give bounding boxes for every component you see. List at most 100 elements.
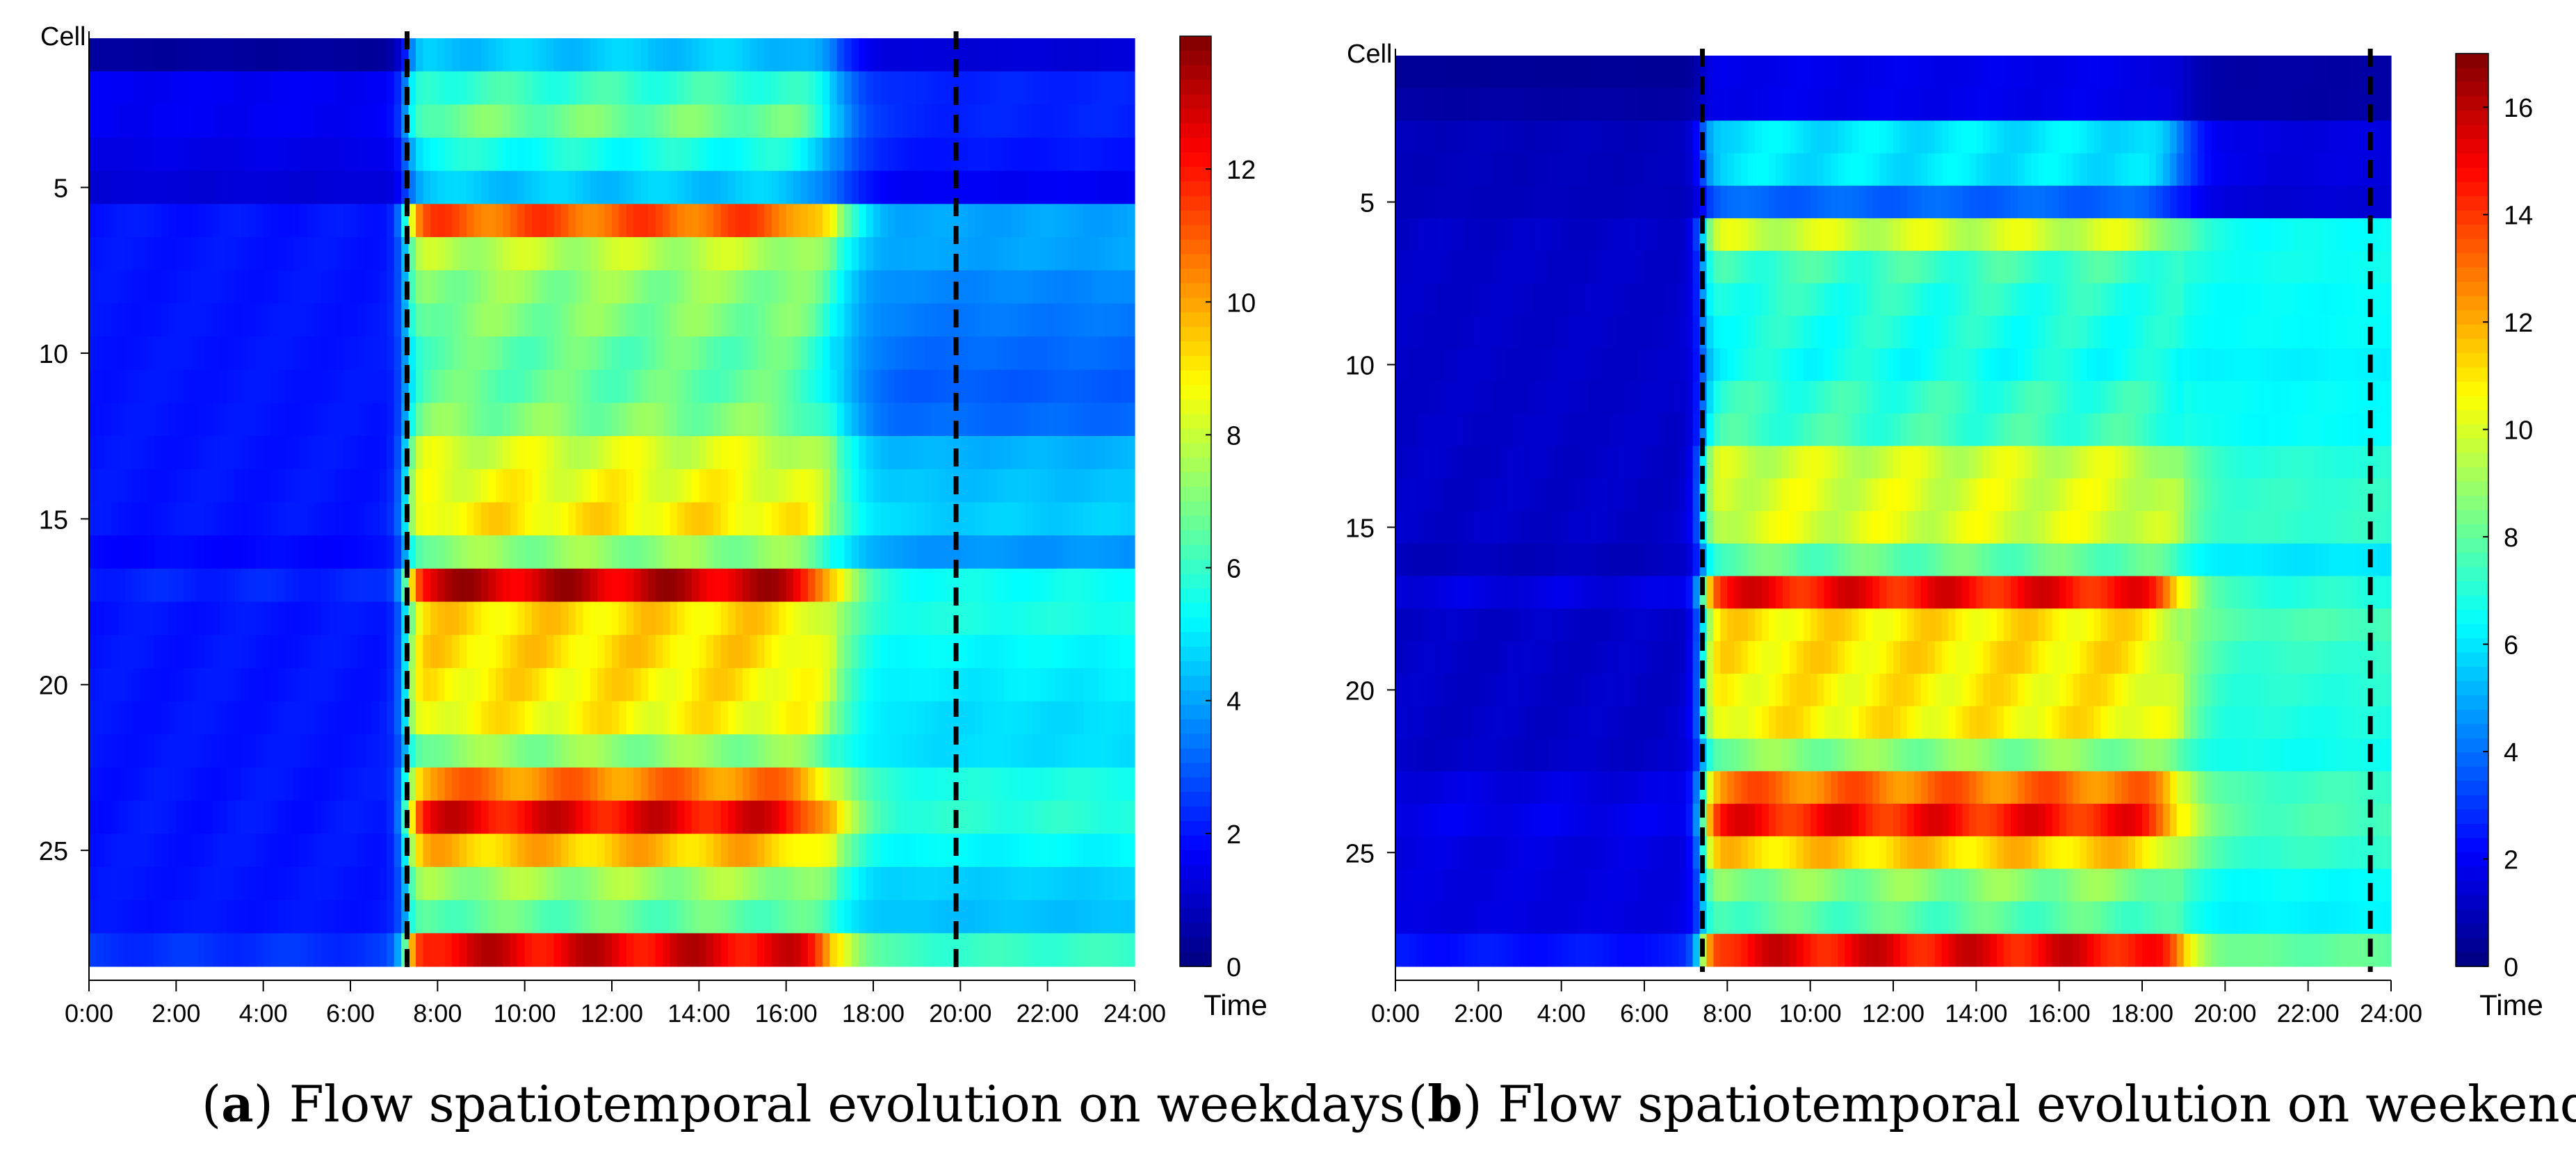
heatmap-cell [1789, 120, 1797, 154]
heatmap-cell [575, 568, 583, 603]
heatmap-cell [793, 635, 802, 669]
heatmap-cell [619, 303, 627, 337]
heatmap-cell [89, 436, 97, 470]
heatmap-cell [568, 767, 576, 802]
heatmap-cell [640, 535, 649, 569]
heatmap-cell [176, 635, 184, 669]
heatmap-cell [706, 866, 714, 901]
heatmap-cell [583, 734, 591, 768]
heatmap-cell [2135, 56, 2143, 89]
heatmap-cell [503, 568, 511, 603]
heatmap-cell [481, 866, 489, 901]
heatmap-cell [560, 170, 569, 204]
heatmap-cell [604, 800, 613, 834]
heatmap-cell [1630, 56, 1638, 89]
heatmap-cell [640, 601, 649, 635]
heatmap-cell [248, 469, 257, 503]
heatmap-cell [953, 734, 961, 768]
heatmap-cell [1076, 667, 1085, 702]
heatmap-cell [467, 800, 475, 834]
heatmap-cell [140, 138, 148, 172]
heatmap-cell [539, 436, 547, 470]
heatmap-cell [583, 38, 591, 72]
heatmap-cell [430, 336, 438, 371]
heatmap-cell [444, 170, 453, 204]
colorbar-segment [1180, 472, 1211, 487]
heatmap-cell [1026, 900, 1034, 934]
heatmap-cell [1040, 601, 1048, 635]
heatmap-cell [866, 800, 874, 834]
heatmap-cell [648, 469, 656, 503]
heatmap-cell [212, 237, 220, 271]
heatmap-cell [1796, 88, 1804, 122]
heatmap-cell [836, 800, 845, 834]
heatmap-cell [1533, 120, 1541, 154]
heatmap-cell [197, 336, 206, 371]
heatmap-cell [743, 303, 751, 337]
heatmap-cell [350, 336, 359, 371]
heatmap-cell [764, 834, 772, 868]
heatmap-cell [111, 502, 119, 536]
heatmap-cell [756, 204, 765, 238]
heatmap-cell [2356, 186, 2364, 219]
heatmap-cell [553, 734, 562, 768]
heatmap-cell [655, 701, 663, 735]
heatmap-cell [1091, 469, 1099, 503]
heatmap-cell [953, 38, 961, 72]
heatmap-cell [633, 734, 642, 768]
heatmap-cell [1069, 900, 1078, 934]
heatmap-cell [553, 104, 562, 138]
heatmap-cell [197, 436, 206, 470]
heatmap-cell [364, 104, 373, 138]
heatmap-cell [2114, 186, 2122, 219]
heatmap-cell [975, 204, 983, 238]
heatmap-cell [728, 204, 736, 238]
heatmap-cell [851, 701, 859, 735]
heatmap-cell [212, 436, 220, 470]
heatmap-cell [909, 170, 918, 204]
heatmap-cell [510, 667, 518, 702]
heatmap-cell [256, 734, 264, 768]
heatmap-cell [270, 933, 279, 967]
heatmap-cell [1112, 667, 1121, 702]
heatmap-cell [140, 535, 148, 569]
heatmap-cell [553, 568, 562, 603]
heatmap-cell [1824, 120, 1832, 154]
heatmap-cell [887, 403, 896, 437]
heatmap-cell [946, 104, 954, 138]
heatmap-cell [655, 369, 663, 404]
heatmap-cell [887, 469, 896, 503]
heatmap-cell [590, 336, 598, 371]
heatmap-cell [2384, 186, 2392, 219]
heatmap-cell [140, 933, 148, 967]
heatmap-cell [2370, 186, 2378, 219]
heatmap-cell [597, 469, 606, 503]
heatmap-cell [640, 701, 649, 735]
heatmap-cell [764, 303, 772, 337]
heatmap-cell [743, 469, 751, 503]
heatmap-cell [1040, 800, 1048, 834]
heatmap-cell [1011, 38, 1019, 72]
heatmap-cell [1062, 866, 1070, 901]
heatmap-cell [147, 834, 155, 868]
heatmap-cell [197, 800, 206, 834]
heatmap-cell [1018, 436, 1026, 470]
heatmap-cell [357, 667, 366, 702]
heatmap-cell [292, 237, 300, 271]
heatmap-cell [197, 502, 206, 536]
heatmap-cell [379, 900, 387, 934]
heatmap-cell [481, 800, 489, 834]
heatmap-cell [256, 834, 264, 868]
heatmap-cell [1026, 303, 1034, 337]
heatmap-cell [691, 834, 699, 868]
heatmap-cell [604, 104, 613, 138]
heatmap-cell [750, 104, 758, 138]
heatmap-cell [1062, 535, 1070, 569]
heatmap-cell [1423, 186, 1431, 219]
heatmap-cell [924, 767, 932, 802]
heatmap-cell [743, 369, 751, 404]
heatmap-cell [517, 900, 526, 934]
heatmap-cell [430, 38, 438, 72]
heatmap-cell [314, 667, 322, 702]
heatmap-cell [1011, 535, 1019, 569]
